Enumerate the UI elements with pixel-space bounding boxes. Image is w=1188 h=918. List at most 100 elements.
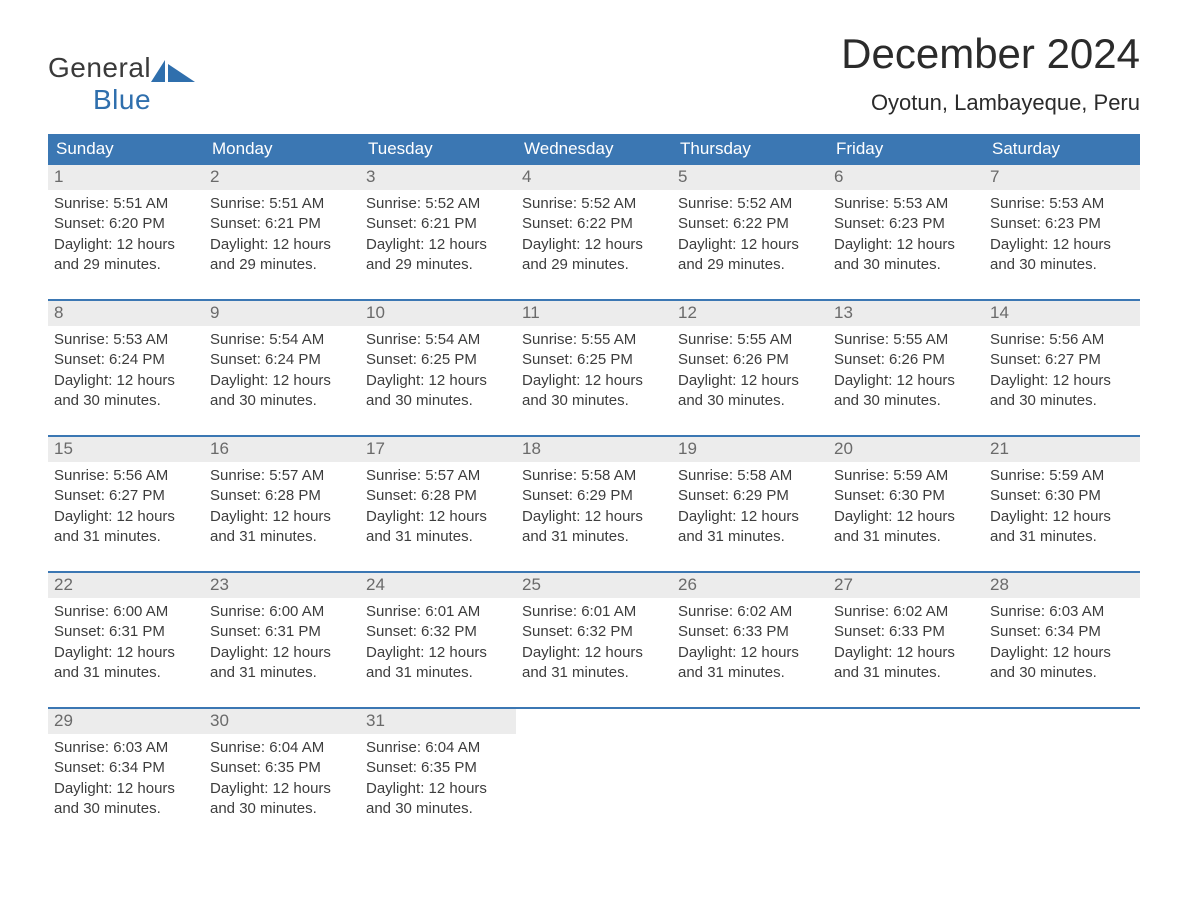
day-body: Sunrise: 6:03 AMSunset: 6:34 PMDaylight:…: [48, 734, 204, 819]
day-cell: 8Sunrise: 5:53 AMSunset: 6:24 PMDaylight…: [48, 301, 204, 417]
day-cell: 23Sunrise: 6:00 AMSunset: 6:31 PMDayligh…: [204, 573, 360, 689]
day-cell: 27Sunrise: 6:02 AMSunset: 6:33 PMDayligh…: [828, 573, 984, 689]
sunrise-line: Sunrise: 6:00 AM: [54, 602, 198, 622]
day-cell: .: [984, 709, 1140, 825]
sunrise-line: Sunrise: 5:52 AM: [366, 194, 510, 214]
daylight-line: Daylight: 12 hours and 29 minutes.: [54, 235, 198, 276]
sunset-line: Sunset: 6:23 PM: [834, 214, 978, 234]
day-number: 24: [360, 573, 516, 598]
day-cell: 29Sunrise: 6:03 AMSunset: 6:34 PMDayligh…: [48, 709, 204, 825]
day-body: Sunrise: 5:59 AMSunset: 6:30 PMDaylight:…: [984, 462, 1140, 547]
day-body: Sunrise: 6:00 AMSunset: 6:31 PMDaylight:…: [204, 598, 360, 683]
daylight-line: Daylight: 12 hours and 30 minutes.: [834, 235, 978, 276]
daylight-line: Daylight: 12 hours and 30 minutes.: [366, 779, 510, 820]
day-body: Sunrise: 5:58 AMSunset: 6:29 PMDaylight:…: [672, 462, 828, 547]
day-number: 21: [984, 437, 1140, 462]
day-number: 18: [516, 437, 672, 462]
sunrise-line: Sunrise: 5:57 AM: [366, 466, 510, 486]
daylight-line: Daylight: 12 hours and 31 minutes.: [54, 507, 198, 548]
sunset-line: Sunset: 6:25 PM: [522, 350, 666, 370]
sunrise-line: Sunrise: 5:53 AM: [834, 194, 978, 214]
day-body: Sunrise: 6:04 AMSunset: 6:35 PMDaylight:…: [360, 734, 516, 819]
daylight-line: Daylight: 12 hours and 29 minutes.: [366, 235, 510, 276]
daylight-line: Daylight: 12 hours and 31 minutes.: [990, 507, 1134, 548]
week-row: 15Sunrise: 5:56 AMSunset: 6:27 PMDayligh…: [48, 437, 1140, 553]
day-body: Sunrise: 5:52 AMSunset: 6:22 PMDaylight:…: [672, 190, 828, 275]
weekday-header: Sunday: [48, 134, 204, 165]
daylight-line: Daylight: 12 hours and 31 minutes.: [210, 643, 354, 684]
sunrise-line: Sunrise: 5:55 AM: [678, 330, 822, 350]
daylight-line: Daylight: 12 hours and 31 minutes.: [210, 507, 354, 548]
day-body: Sunrise: 5:59 AMSunset: 6:30 PMDaylight:…: [828, 462, 984, 547]
day-cell: .: [828, 709, 984, 825]
day-cell: 24Sunrise: 6:01 AMSunset: 6:32 PMDayligh…: [360, 573, 516, 689]
daylight-line: Daylight: 12 hours and 31 minutes.: [522, 507, 666, 548]
sunset-line: Sunset: 6:24 PM: [210, 350, 354, 370]
sunset-line: Sunset: 6:22 PM: [678, 214, 822, 234]
day-number: 13: [828, 301, 984, 326]
weekday-header: Wednesday: [516, 134, 672, 165]
day-number: 27: [828, 573, 984, 598]
daylight-line: Daylight: 12 hours and 29 minutes.: [522, 235, 666, 276]
day-number: 25: [516, 573, 672, 598]
day-body: Sunrise: 5:56 AMSunset: 6:27 PMDaylight:…: [984, 326, 1140, 411]
sunrise-line: Sunrise: 5:52 AM: [678, 194, 822, 214]
day-cell: 15Sunrise: 5:56 AMSunset: 6:27 PMDayligh…: [48, 437, 204, 553]
day-number: 5: [672, 165, 828, 190]
day-cell: 10Sunrise: 5:54 AMSunset: 6:25 PMDayligh…: [360, 301, 516, 417]
day-number: 26: [672, 573, 828, 598]
week-row: 8Sunrise: 5:53 AMSunset: 6:24 PMDaylight…: [48, 301, 1140, 417]
sunrise-line: Sunrise: 6:03 AM: [54, 738, 198, 758]
title-block: December 2024 Oyotun, Lambayeque, Peru: [841, 30, 1140, 116]
sunrise-line: Sunrise: 5:53 AM: [54, 330, 198, 350]
day-cell: 3Sunrise: 5:52 AMSunset: 6:21 PMDaylight…: [360, 165, 516, 281]
sunset-line: Sunset: 6:28 PM: [210, 486, 354, 506]
sunset-line: Sunset: 6:25 PM: [366, 350, 510, 370]
day-body: Sunrise: 5:51 AMSunset: 6:20 PMDaylight:…: [48, 190, 204, 275]
sunrise-line: Sunrise: 5:55 AM: [834, 330, 978, 350]
day-number: 10: [360, 301, 516, 326]
sunset-line: Sunset: 6:26 PM: [678, 350, 822, 370]
day-number: 29: [48, 709, 204, 734]
day-number: 3: [360, 165, 516, 190]
daylight-line: Daylight: 12 hours and 30 minutes.: [210, 779, 354, 820]
day-number: 15: [48, 437, 204, 462]
day-body: Sunrise: 5:52 AMSunset: 6:22 PMDaylight:…: [516, 190, 672, 275]
weekday-header: Tuesday: [360, 134, 516, 165]
daylight-line: Daylight: 12 hours and 30 minutes.: [210, 371, 354, 412]
day-body: Sunrise: 5:55 AMSunset: 6:25 PMDaylight:…: [516, 326, 672, 411]
logo-text-blue: Blue: [93, 84, 199, 116]
daylight-line: Daylight: 12 hours and 30 minutes.: [990, 371, 1134, 412]
daylight-line: Daylight: 12 hours and 30 minutes.: [366, 371, 510, 412]
day-body: Sunrise: 5:57 AMSunset: 6:28 PMDaylight:…: [204, 462, 360, 547]
daylight-line: Daylight: 12 hours and 31 minutes.: [678, 643, 822, 684]
daylight-line: Daylight: 12 hours and 31 minutes.: [834, 507, 978, 548]
sunset-line: Sunset: 6:32 PM: [522, 622, 666, 642]
location-text: Oyotun, Lambayeque, Peru: [841, 90, 1140, 116]
sunset-line: Sunset: 6:31 PM: [210, 622, 354, 642]
logo: General Blue: [48, 52, 199, 116]
day-number: 17: [360, 437, 516, 462]
day-number: 1: [48, 165, 204, 190]
sunset-line: Sunset: 6:32 PM: [366, 622, 510, 642]
sunrise-line: Sunrise: 6:04 AM: [210, 738, 354, 758]
day-cell: 20Sunrise: 5:59 AMSunset: 6:30 PMDayligh…: [828, 437, 984, 553]
sunset-line: Sunset: 6:34 PM: [990, 622, 1134, 642]
sunrise-line: Sunrise: 5:54 AM: [210, 330, 354, 350]
day-body: Sunrise: 5:51 AMSunset: 6:21 PMDaylight:…: [204, 190, 360, 275]
week-row: 1Sunrise: 5:51 AMSunset: 6:20 PMDaylight…: [48, 165, 1140, 281]
day-body: Sunrise: 5:55 AMSunset: 6:26 PMDaylight:…: [828, 326, 984, 411]
sunrise-line: Sunrise: 5:58 AM: [522, 466, 666, 486]
sunrise-line: Sunrise: 5:59 AM: [834, 466, 978, 486]
day-number: 14: [984, 301, 1140, 326]
sunrise-line: Sunrise: 6:00 AM: [210, 602, 354, 622]
day-body: Sunrise: 6:04 AMSunset: 6:35 PMDaylight:…: [204, 734, 360, 819]
day-cell: .: [516, 709, 672, 825]
weekday-header: Saturday: [984, 134, 1140, 165]
daylight-line: Daylight: 12 hours and 30 minutes.: [678, 371, 822, 412]
day-cell: 21Sunrise: 5:59 AMSunset: 6:30 PMDayligh…: [984, 437, 1140, 553]
sunset-line: Sunset: 6:30 PM: [990, 486, 1134, 506]
sunrise-line: Sunrise: 5:51 AM: [54, 194, 198, 214]
daylight-line: Daylight: 12 hours and 30 minutes.: [990, 643, 1134, 684]
day-number: 30: [204, 709, 360, 734]
